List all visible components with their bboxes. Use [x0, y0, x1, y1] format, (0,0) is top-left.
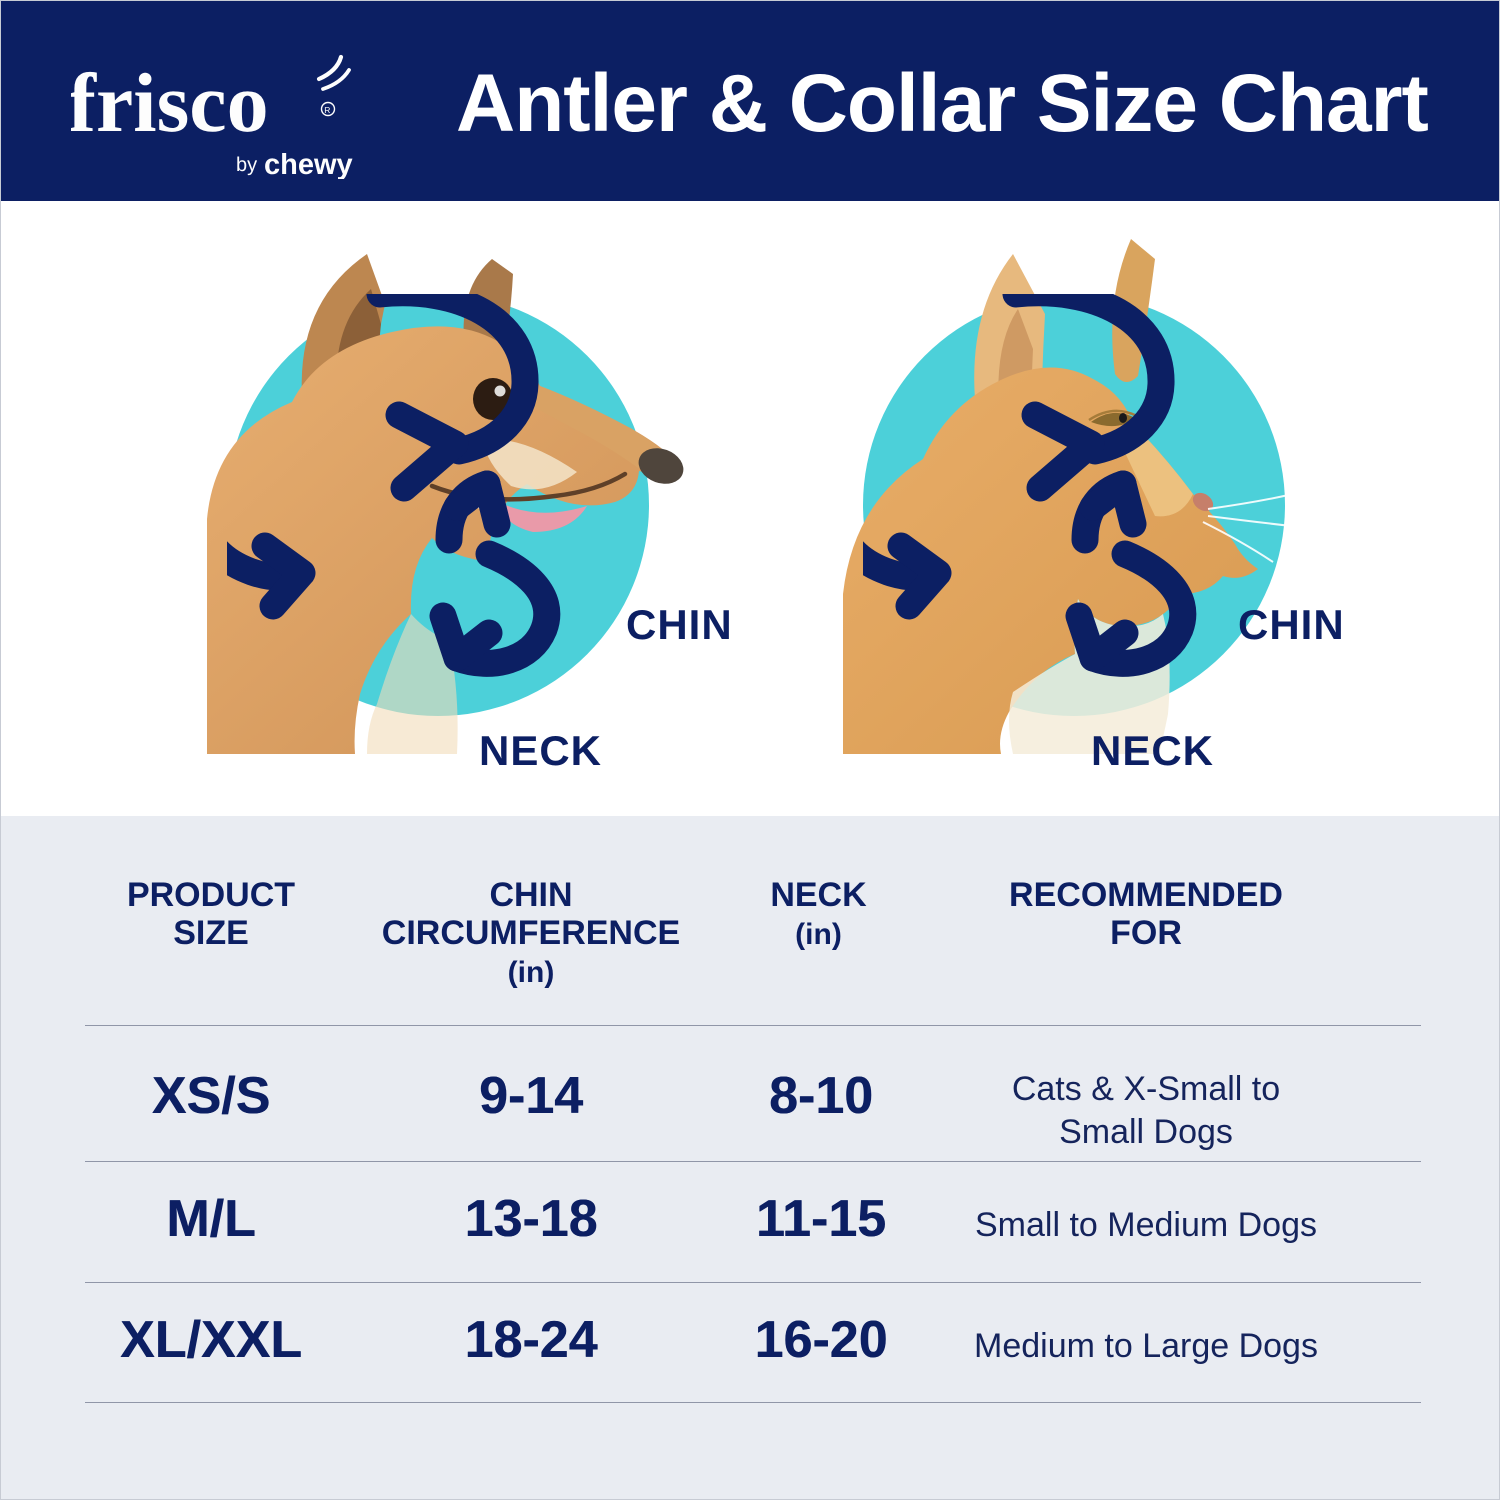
svg-text:by: by [236, 154, 257, 176]
svg-text:frisco: frisco [71, 57, 269, 150]
svg-text:chewy: chewy [264, 149, 353, 179]
svg-text:R: R [324, 105, 330, 115]
